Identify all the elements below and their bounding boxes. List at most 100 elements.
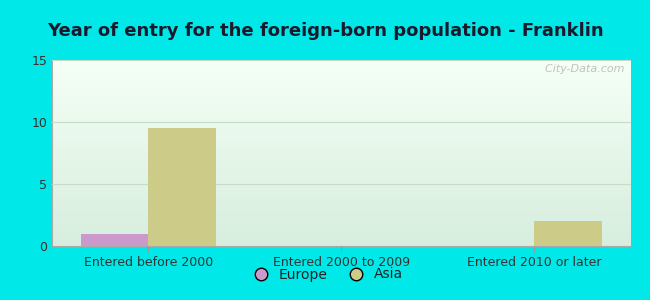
Bar bbox=[52, 242, 630, 243]
Legend: Europe, Asia: Europe, Asia bbox=[242, 262, 408, 287]
Bar bbox=[52, 244, 630, 245]
Bar bbox=[52, 235, 630, 236]
Bar bbox=[52, 218, 630, 219]
Bar bbox=[52, 67, 630, 68]
Bar bbox=[52, 71, 630, 72]
Bar bbox=[52, 152, 630, 153]
Bar bbox=[52, 170, 630, 171]
Bar bbox=[52, 106, 630, 107]
Bar bbox=[52, 165, 630, 166]
Bar bbox=[52, 175, 630, 176]
Bar bbox=[52, 179, 630, 180]
Bar bbox=[52, 103, 630, 104]
Bar bbox=[52, 234, 630, 235]
Bar bbox=[52, 60, 630, 61]
Bar bbox=[52, 63, 630, 64]
Bar bbox=[52, 134, 630, 135]
Bar bbox=[52, 232, 630, 233]
Bar bbox=[52, 209, 630, 210]
Bar bbox=[52, 177, 630, 178]
Bar bbox=[52, 197, 630, 198]
Bar bbox=[52, 85, 630, 86]
Bar bbox=[52, 137, 630, 138]
Bar bbox=[52, 79, 630, 80]
Bar bbox=[52, 160, 630, 161]
Bar bbox=[52, 150, 630, 151]
Bar bbox=[52, 194, 630, 195]
Bar bbox=[52, 90, 630, 91]
Bar bbox=[52, 208, 630, 209]
Bar bbox=[52, 99, 630, 100]
Bar bbox=[52, 223, 630, 224]
Bar bbox=[52, 217, 630, 218]
Bar bbox=[52, 70, 630, 71]
Bar bbox=[52, 119, 630, 120]
Bar bbox=[52, 84, 630, 85]
Bar bbox=[52, 200, 630, 201]
Bar bbox=[52, 180, 630, 181]
Text: Year of entry for the foreign-born population - Franklin: Year of entry for the foreign-born popul… bbox=[47, 22, 603, 40]
Bar bbox=[52, 115, 630, 116]
Bar bbox=[52, 138, 630, 139]
Bar bbox=[52, 100, 630, 101]
Bar bbox=[52, 108, 630, 109]
Bar bbox=[52, 139, 630, 140]
Bar bbox=[81, 234, 148, 246]
Bar bbox=[52, 61, 630, 62]
Bar bbox=[52, 120, 630, 122]
Bar bbox=[52, 83, 630, 84]
Bar bbox=[52, 238, 630, 239]
Bar bbox=[52, 158, 630, 159]
Bar bbox=[52, 117, 630, 118]
Bar bbox=[52, 74, 630, 75]
Bar bbox=[52, 189, 630, 190]
Bar bbox=[52, 205, 630, 206]
Bar bbox=[52, 111, 630, 112]
Bar bbox=[52, 195, 630, 196]
Bar bbox=[52, 229, 630, 230]
Bar bbox=[52, 199, 630, 200]
Bar bbox=[52, 78, 630, 79]
Bar bbox=[52, 89, 630, 90]
Bar bbox=[52, 132, 630, 133]
Bar bbox=[52, 118, 630, 119]
Bar bbox=[52, 173, 630, 174]
Bar bbox=[52, 107, 630, 108]
Bar bbox=[52, 96, 630, 97]
Bar bbox=[52, 187, 630, 188]
Bar bbox=[52, 130, 630, 131]
Bar bbox=[52, 149, 630, 150]
Bar bbox=[52, 228, 630, 229]
Bar bbox=[52, 87, 630, 88]
Bar bbox=[52, 211, 630, 212]
Bar bbox=[52, 131, 630, 132]
Bar bbox=[52, 167, 630, 168]
Bar bbox=[52, 91, 630, 92]
Bar bbox=[52, 72, 630, 73]
Bar bbox=[52, 226, 630, 227]
Bar bbox=[52, 210, 630, 211]
Bar bbox=[52, 98, 630, 99]
Bar bbox=[52, 80, 630, 81]
Bar bbox=[52, 140, 630, 141]
Bar bbox=[52, 222, 630, 223]
Bar bbox=[52, 77, 630, 78]
Bar bbox=[52, 129, 630, 130]
Bar bbox=[52, 110, 630, 111]
Bar bbox=[52, 133, 630, 134]
Bar bbox=[52, 146, 630, 147]
Bar bbox=[52, 104, 630, 105]
Bar bbox=[52, 123, 630, 124]
Bar bbox=[52, 212, 630, 214]
Bar bbox=[52, 86, 630, 87]
Bar bbox=[52, 144, 630, 145]
Bar bbox=[52, 171, 630, 172]
Bar bbox=[52, 64, 630, 66]
Bar bbox=[52, 95, 630, 96]
Bar bbox=[52, 166, 630, 167]
Bar bbox=[52, 66, 630, 67]
Bar bbox=[52, 97, 630, 98]
Bar bbox=[52, 184, 630, 185]
Bar bbox=[52, 201, 630, 202]
Bar bbox=[52, 237, 630, 238]
